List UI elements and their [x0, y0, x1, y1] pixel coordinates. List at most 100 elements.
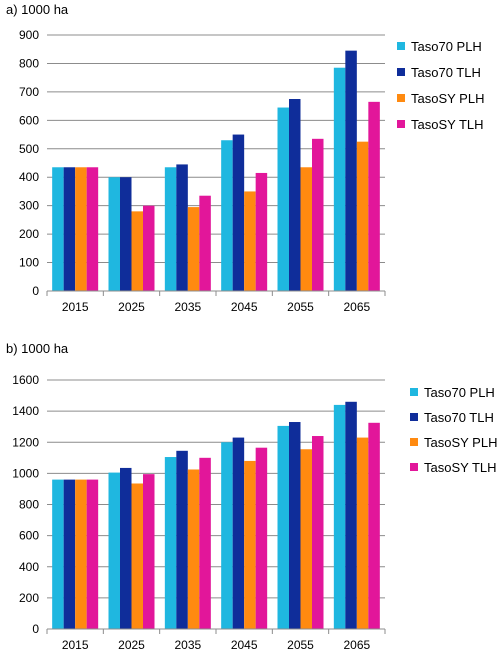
chart-b-title: b) 1000 ha: [6, 341, 69, 356]
chart-b-ytick-label: 200: [19, 591, 39, 605]
chart-a-bar: [232, 134, 245, 291]
chart-a-bar: [300, 167, 312, 291]
chart-b-bar: [108, 472, 120, 629]
chart-a-legend-swatch: [397, 120, 405, 128]
chart-a-xtick-label: 2025: [118, 300, 145, 314]
chart-a-ytick-label: 800: [19, 56, 39, 70]
chart-a-bar: [345, 50, 357, 292]
chart-b-bar: [75, 479, 87, 629]
chart-a-xtick-label: 2045: [231, 300, 258, 314]
chart-a-bar: [164, 167, 177, 291]
chart-a-ytick-label: 500: [19, 142, 39, 156]
chart-a-bar: [277, 107, 289, 292]
chart-b-ytick-label: 600: [19, 529, 39, 543]
chart-a-bar: [244, 191, 256, 291]
chart-b-bar: [52, 479, 64, 629]
chart-b-legend-label: TasoSY PLH: [424, 435, 497, 450]
chart-a-legend-label: Taso70 PLH: [411, 39, 482, 54]
chart-b-xtick-label: 2025: [118, 638, 145, 652]
chart-b-bar: [131, 483, 143, 629]
chart-a-ytick-label: 900: [19, 28, 39, 42]
chart-a-bar: [199, 195, 211, 291]
chart-b-bar: [164, 457, 177, 629]
chart-b-bar: [120, 467, 132, 629]
chart-b-bar: [312, 436, 324, 629]
chart-b-ytick-label: 800: [19, 498, 39, 512]
chart-a-xtick-label: 2055: [287, 300, 314, 314]
chart-a-bar: [221, 140, 233, 291]
chart-a-bar: [255, 172, 268, 291]
chart-b-legend-swatch: [410, 463, 418, 471]
chart-a-bar: [312, 138, 324, 291]
chart-a-legend-label: TasoSY PLH: [411, 91, 484, 106]
chart-a-bar: [289, 99, 301, 291]
chart-a-bar: [120, 177, 132, 291]
chart-b-legend-label: Taso70 TLH: [424, 410, 494, 425]
chart-a-bar: [75, 167, 87, 291]
chart-b-bar: [300, 449, 312, 629]
chart-a-ytick-label: 600: [19, 113, 39, 127]
chart-b: 0 200 400 600 800 1000 1200 1400 1600 2015 2025 203…: [12, 373, 497, 652]
chart-a-xtick-label: 2035: [174, 300, 201, 314]
chart-a-bar: [108, 177, 120, 291]
chart-b-bar: [199, 457, 211, 629]
chart-a-ytick-label: 0: [32, 284, 39, 298]
chart-a-ytick-label: 300: [19, 199, 39, 213]
chart-b-bar: [63, 479, 76, 629]
chart-b-ytick-label: 0: [32, 622, 39, 636]
chart-a-legend-label: Taso70 TLH: [411, 65, 481, 80]
chart-b-ytick-label: 1000: [12, 466, 39, 480]
chart-b-ytick-label: 1400: [12, 404, 39, 418]
chart-b-ytick-label: 1200: [12, 435, 39, 449]
chart-a-legend-swatch: [397, 42, 405, 50]
chart-a-bar: [368, 101, 380, 291]
chart-b-bar: [86, 479, 99, 629]
chart-b-legend-swatch: [410, 438, 418, 446]
chart-b-xtick-label: 2015: [62, 638, 89, 652]
chart-a-legend-swatch: [397, 68, 405, 76]
chart-a-bar: [86, 167, 99, 291]
chart-a-xtick-label: 2015: [62, 300, 89, 314]
chart-a-legend-swatch: [397, 94, 405, 102]
chart-a-bar: [333, 67, 346, 291]
chart-b-bar: [232, 437, 245, 629]
chart-b-bar: [221, 442, 233, 629]
chart-a-bar: [63, 167, 76, 291]
chart-b-bar: [333, 404, 346, 629]
chart-a-legend-label: TasoSY TLH: [411, 117, 484, 132]
chart-b-xtick-label: 2035: [174, 638, 201, 652]
chart-b-bar: [356, 437, 369, 629]
chart-b-legend-label: TasoSY TLH: [424, 460, 497, 475]
chart-b-legend-label: Taso70 PLH: [424, 385, 495, 400]
chart-a-ytick-label: 200: [19, 227, 39, 241]
chart-b-bar: [255, 447, 268, 629]
chart-a-ytick-label: 400: [19, 170, 39, 184]
chart-a: 0 100 200 300 400 500 600 700 800 900 2015 2025 2035…: [19, 28, 485, 314]
chart-a-title: a) 1000 ha: [6, 2, 69, 17]
chart-b-legend-swatch: [410, 388, 418, 396]
chart-b-bar: [176, 450, 188, 629]
chart-b-bar: [289, 422, 301, 629]
chart-b-bar: [143, 474, 155, 629]
chart-b-xtick-label: 2065: [343, 638, 370, 652]
chart-b-ytick-label: 1600: [12, 373, 39, 387]
chart-a-bar: [131, 211, 143, 291]
chart-a-bar: [52, 167, 64, 291]
chart-a-bar: [143, 205, 155, 291]
chart-b-bar: [345, 401, 357, 629]
chart-b-bar: [244, 460, 256, 629]
chart-b-bar: [187, 469, 200, 629]
chart-b-legend-swatch: [410, 413, 418, 421]
chart-a-bar: [356, 141, 369, 291]
chart-a-xtick-label: 2065: [343, 300, 370, 314]
chart-a-ytick-label: 100: [19, 256, 39, 270]
chart-a-ytick-label: 700: [19, 85, 39, 99]
chart-a-bar: [187, 207, 200, 291]
chart-b-xtick-label: 2045: [231, 638, 258, 652]
chart-b-ytick-label: 400: [19, 560, 39, 574]
chart-b-bar: [277, 425, 289, 629]
chart-a-bar: [176, 164, 188, 291]
chart-b-xtick-label: 2055: [287, 638, 314, 652]
chart-b-bar: [368, 422, 380, 629]
